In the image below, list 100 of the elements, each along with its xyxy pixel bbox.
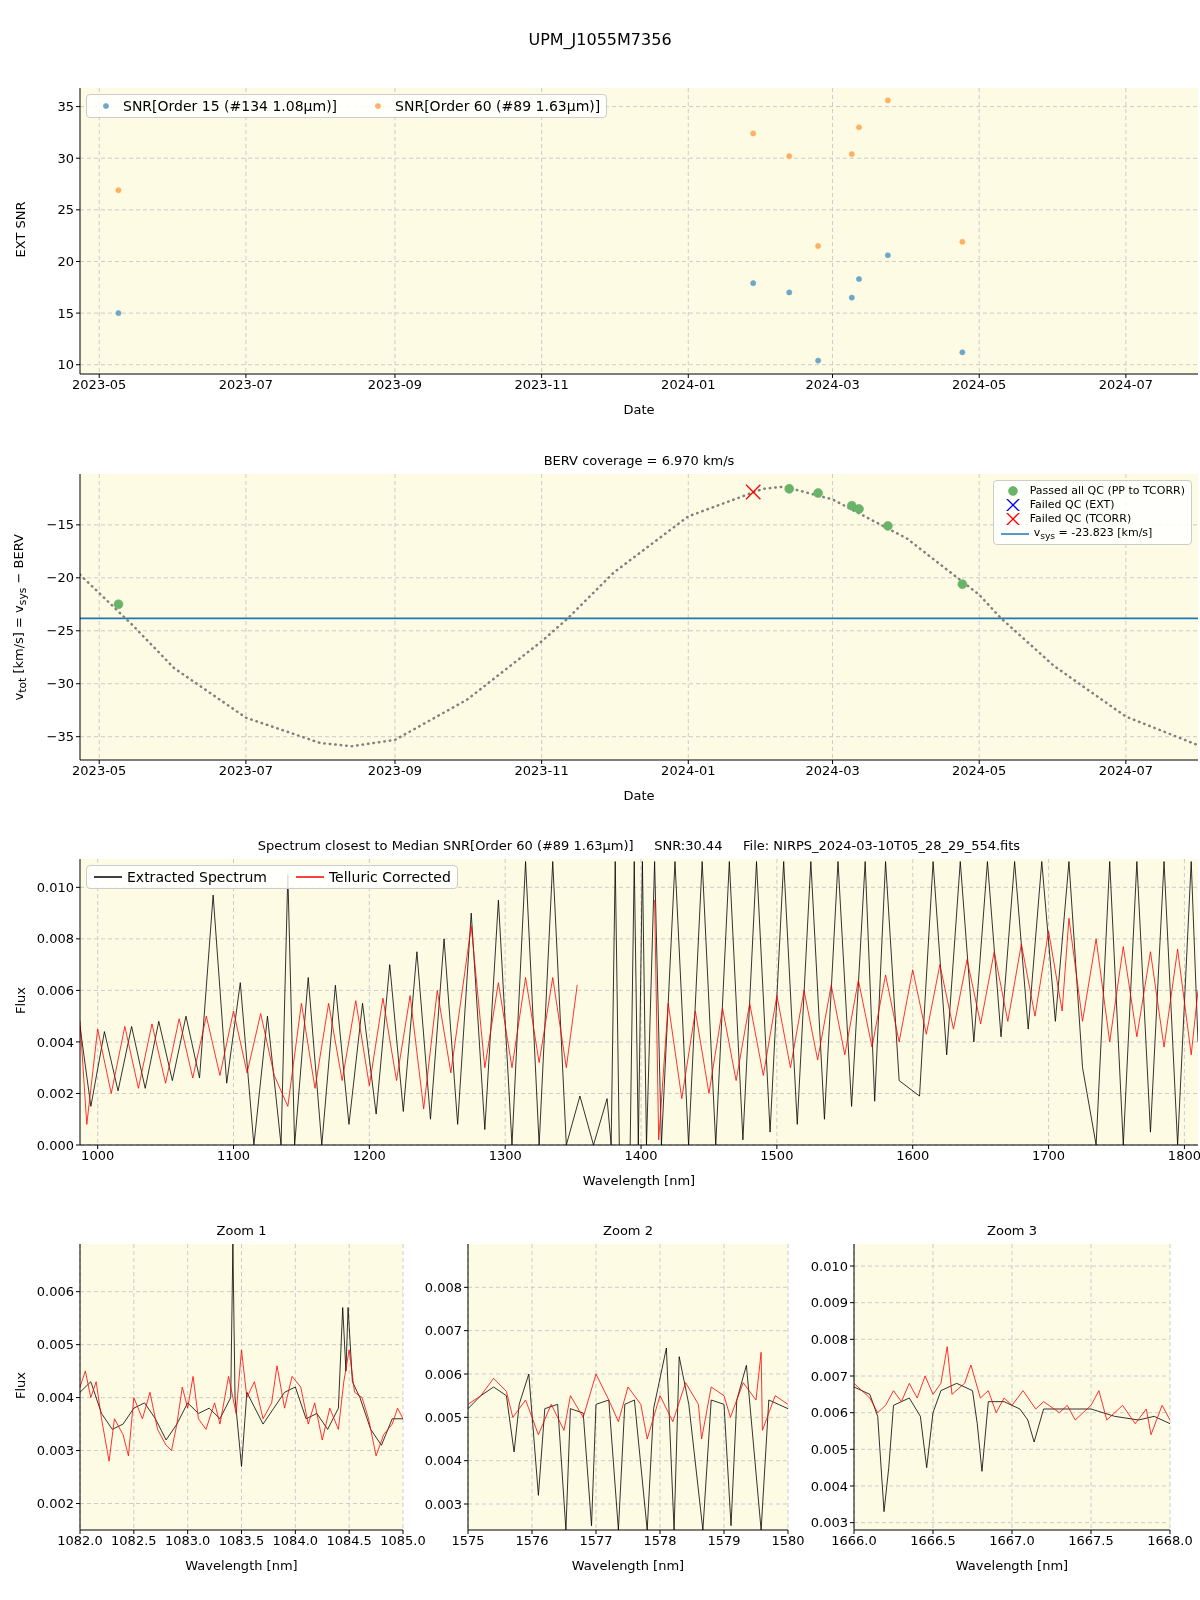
legend-label: Failed QC (EXT) bbox=[1029, 498, 1115, 511]
x-tick-label: 2024-01 bbox=[661, 377, 716, 393]
legend-label: SNR[Order 60 (#89 1.63μm)] bbox=[395, 98, 601, 114]
y-tick-label: 0.006 bbox=[810, 1405, 848, 1421]
chart-title: UPM_J1055M7356 bbox=[527, 30, 673, 49]
x-tick-label: 1700 bbox=[1032, 1148, 1066, 1164]
y-tick-label: 0.003 bbox=[424, 1496, 462, 1512]
y-tick-label: 0.004 bbox=[36, 1390, 74, 1406]
y-tick-label: 0.003 bbox=[36, 1443, 74, 1459]
x-tick-label: 1579 bbox=[707, 1533, 741, 1549]
y-tick-label: −25 bbox=[46, 623, 74, 639]
y-tick-label: 0.008 bbox=[36, 931, 74, 947]
x-tick-label: 2023-07 bbox=[218, 763, 274, 779]
y-tick-label: 0.002 bbox=[36, 1086, 74, 1102]
x-tick-label: 2024-07 bbox=[1098, 763, 1154, 779]
y-tick-label: 0.010 bbox=[810, 1258, 848, 1274]
y-tick-label: 0.010 bbox=[36, 879, 74, 895]
y-tick-label: −15 bbox=[46, 517, 74, 533]
x-tick-label: 2023-07 bbox=[218, 377, 274, 393]
x-tick-label: 1578 bbox=[643, 1533, 677, 1549]
y-tick-label: 0.002 bbox=[36, 1496, 74, 1512]
y-tick-label: 0.003 bbox=[810, 1515, 848, 1531]
x-axis-title: Date bbox=[622, 402, 656, 417]
y-tick-label: 0.004 bbox=[36, 1034, 74, 1050]
x-tick-label: 1580 bbox=[771, 1533, 805, 1549]
x-axis-title: Wavelength [nm] bbox=[184, 1558, 299, 1573]
y-tick-label: 0.009 bbox=[810, 1295, 848, 1311]
x-tick-label: 1600 bbox=[896, 1148, 930, 1164]
chart-title: Zoom 2 bbox=[602, 1223, 654, 1238]
x-axis-title: Date bbox=[622, 788, 656, 803]
x-axis-title: Wavelength [nm] bbox=[570, 1558, 686, 1573]
x-tick-label: 1300 bbox=[488, 1148, 522, 1164]
chart-title: Spectrum closest to Median SNR[Order 60 (#89 1.63μm)] SNR:30.44 File: NIRPS_2024-03-10T05_28_29_554.fits bbox=[256, 838, 1022, 853]
x-tick-label: 1667.5 bbox=[1068, 1533, 1114, 1549]
x-tick-label: 2023-05 bbox=[72, 377, 127, 393]
x-tick-label: 1666.5 bbox=[910, 1533, 956, 1549]
y-tick-label: −30 bbox=[46, 676, 74, 692]
x-tick-label: 2024-03 bbox=[805, 377, 860, 393]
y-axis-title: Flux bbox=[12, 1371, 28, 1401]
x-tick-label: 2023-05 bbox=[72, 763, 127, 779]
legend-label: Failed QC (TCORR) bbox=[1029, 512, 1132, 525]
chart-title: Zoom 1 bbox=[215, 1223, 268, 1238]
y-axis-title: EXT SNR bbox=[12, 200, 28, 260]
x-tick-label: 1576 bbox=[515, 1533, 549, 1549]
legend-label: v$_{sys}$ = -23.823 [km/s] bbox=[1033, 526, 1153, 542]
chart-title: BERV coverage = 6.970 km/s bbox=[542, 453, 736, 468]
x-tick-label: 1500 bbox=[760, 1148, 794, 1164]
y-tick-label: 0.008 bbox=[810, 1331, 848, 1347]
y-tick-label: 0.005 bbox=[424, 1409, 462, 1425]
y-tick-label: 0.007 bbox=[424, 1323, 462, 1339]
x-tick-label: 2023-09 bbox=[367, 377, 423, 393]
x-tick-label: 1082.5 bbox=[111, 1533, 157, 1549]
x-tick-label: 1668.0 bbox=[1147, 1533, 1193, 1549]
legend-label: Passed all QC (PP to TCORR) bbox=[1029, 484, 1185, 497]
y-tick-label: −35 bbox=[46, 729, 74, 745]
x-tick-label: 1575 bbox=[451, 1533, 485, 1549]
x-tick-label: 2024-07 bbox=[1098, 377, 1154, 393]
x-tick-label: 2024-05 bbox=[952, 763, 1007, 779]
y-tick-label: 0.000 bbox=[36, 1137, 74, 1153]
x-axis-title: Wavelength [nm] bbox=[581, 1173, 697, 1188]
x-tick-label: 1200 bbox=[352, 1148, 386, 1164]
x-tick-label: 1083.5 bbox=[218, 1533, 265, 1549]
y-tick-label: 35 bbox=[57, 99, 74, 115]
x-tick-label: 1082.0 bbox=[57, 1533, 103, 1549]
x-tick-label: 2023-11 bbox=[514, 763, 569, 779]
chart-title: Zoom 3 bbox=[986, 1223, 1038, 1238]
x-tick-label: 1800 bbox=[1167, 1148, 1200, 1164]
y-tick-label: 0.004 bbox=[810, 1478, 848, 1494]
y-tick-label: 0.008 bbox=[424, 1279, 462, 1295]
y-tick-label: 0.004 bbox=[424, 1453, 462, 1469]
x-tick-label: 1083.0 bbox=[164, 1533, 211, 1549]
y-tick-label: 20 bbox=[57, 254, 74, 270]
y-tick-label: 0.006 bbox=[36, 1284, 74, 1300]
x-tick-label: 2024-01 bbox=[661, 763, 716, 779]
y-axis-title: Flux bbox=[12, 986, 28, 1016]
x-tick-label: 2023-09 bbox=[367, 763, 423, 779]
x-tick-label: 1666.0 bbox=[831, 1533, 877, 1549]
legend-label: SNR[Order 15 (#134 1.08μm)] bbox=[123, 98, 338, 114]
x-tick-label: 1577 bbox=[579, 1533, 613, 1549]
x-tick-label: 1667.0 bbox=[989, 1533, 1035, 1549]
y-tick-label: 0.005 bbox=[36, 1337, 74, 1353]
x-tick-label: 2024-03 bbox=[805, 763, 860, 779]
y-tick-label: 0.006 bbox=[424, 1366, 462, 1382]
x-tick-label: 1084.5 bbox=[326, 1533, 372, 1549]
legend-label: Extracted Spectrum bbox=[127, 869, 267, 885]
x-tick-label: 1084.0 bbox=[272, 1533, 319, 1549]
y-tick-label: 15 bbox=[57, 305, 74, 321]
y-tick-label: 0.007 bbox=[810, 1368, 848, 1384]
x-tick-label: 1085.0 bbox=[380, 1533, 426, 1549]
x-tick-label: 1100 bbox=[216, 1148, 251, 1164]
y-tick-label: 30 bbox=[57, 150, 74, 166]
y-tick-label: −20 bbox=[46, 570, 74, 586]
x-tick-label: 1400 bbox=[624, 1148, 658, 1164]
y-tick-label: 0.006 bbox=[36, 983, 74, 999]
y-tick-label: 25 bbox=[57, 202, 74, 218]
x-axis-title: Wavelength [nm] bbox=[954, 1558, 1070, 1573]
y-tick-label: 0.005 bbox=[810, 1441, 848, 1457]
legend-label: Telluric Corrected bbox=[328, 869, 451, 885]
y-tick-label: 10 bbox=[57, 357, 74, 373]
x-tick-label: 1000 bbox=[81, 1148, 115, 1164]
